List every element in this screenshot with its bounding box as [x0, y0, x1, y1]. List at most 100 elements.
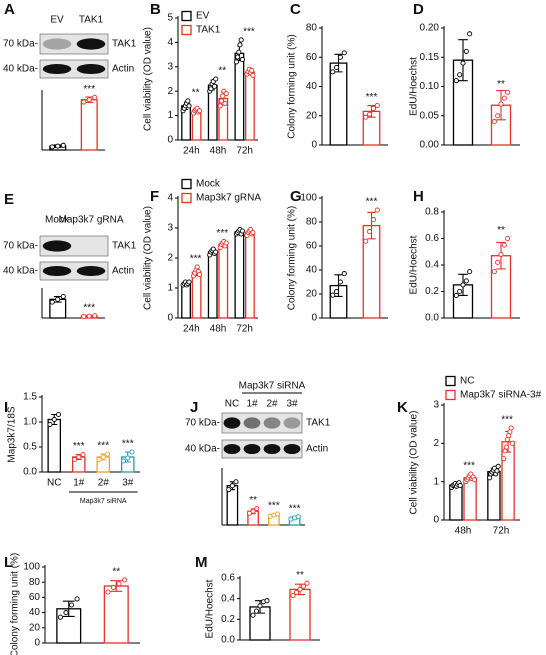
x-tick-label: 72h: [236, 146, 253, 157]
y-tick-label: 100: [23, 562, 40, 573]
bar: [245, 231, 255, 319]
legend-label: Map3k7 siRNA-3#: [460, 390, 542, 401]
y-axis-label: EdU/Hoechst: [409, 235, 420, 294]
y-tick-label: 0.0: [221, 635, 235, 646]
panel-letter: C: [290, 1, 301, 18]
blot-band: [223, 417, 241, 429]
legend-swatch: [181, 192, 192, 204]
data-point: [74, 596, 80, 602]
y-axis-label: Cell viability (OD value): [143, 206, 154, 310]
data-point: [86, 313, 92, 319]
x-tick-label: NC: [47, 478, 61, 489]
significance: ***: [97, 441, 109, 452]
panel-letter: M: [195, 554, 208, 571]
data-point: [501, 456, 507, 462]
y-tick-label: 4: [167, 37, 173, 48]
data-point: [300, 583, 307, 589]
data-point: [194, 264, 200, 270]
panel-letter: I: [4, 399, 8, 416]
data-point: [463, 48, 469, 54]
mw-marker: 40 kDa-: [3, 266, 38, 277]
data-point: [367, 111, 373, 117]
panel-letter: E: [4, 191, 14, 208]
data-point: [453, 292, 459, 299]
y-tick-label: 0.10: [420, 81, 440, 92]
data-point: [453, 78, 459, 84]
data-point: [47, 421, 53, 428]
x-tick-label: 48h: [210, 324, 227, 335]
y-tick-label: 1: [167, 110, 173, 121]
row-label: TAK1: [112, 39, 137, 50]
data-point: [110, 584, 117, 591]
error-bar: [110, 580, 123, 592]
lane-label: EV: [50, 15, 64, 26]
data-point: [229, 483, 235, 489]
y-tick-label: 0: [433, 515, 439, 526]
data-point: [341, 50, 347, 56]
data-point: [257, 603, 263, 609]
legend-label: TAK1: [196, 25, 221, 36]
significance: ***: [463, 461, 475, 472]
data-point: [220, 93, 226, 99]
y-tick-label: 100: [300, 193, 317, 204]
significance: ***: [501, 415, 513, 426]
legend-swatch: [445, 375, 456, 387]
data-point: [197, 108, 203, 114]
data-point: [116, 581, 122, 587]
data-point: [505, 89, 511, 95]
data-point: [367, 229, 373, 235]
significance: ***: [366, 197, 378, 208]
y-tick-label: 0: [167, 135, 173, 146]
significance: ***: [289, 503, 301, 514]
y-tick-label: 0.4: [425, 260, 439, 271]
significance: **: [192, 88, 200, 99]
lane-label: 1#: [246, 399, 258, 410]
data-point: [341, 271, 347, 277]
data-point: [495, 463, 501, 469]
data-point: [295, 514, 301, 520]
significance: **: [296, 570, 304, 581]
data-point: [223, 91, 229, 97]
data-point: [211, 83, 218, 89]
y-tick-label: 2: [433, 438, 439, 449]
panel-letter: F: [150, 188, 159, 205]
y-tick-label: 0.0: [23, 467, 37, 478]
data-point: [63, 610, 69, 616]
error-bar: [458, 39, 468, 82]
lane-label: Map3k7 gRNA: [58, 215, 123, 226]
y-tick-label: 0: [34, 638, 40, 649]
y-tick-label: 0.00: [420, 140, 440, 151]
error-bar: [367, 211, 376, 240]
data-point: [235, 54, 241, 60]
data-point: [92, 94, 98, 100]
y-tick-label: 80: [306, 23, 318, 34]
significance: ***: [73, 441, 85, 452]
data-point: [495, 259, 501, 265]
y-tick-label: 40: [29, 607, 41, 618]
data-point: [274, 511, 281, 517]
data-point: [253, 608, 260, 614]
y-tick-label: 0.6: [425, 233, 439, 244]
mw-marker: 70 kDa-: [3, 39, 38, 50]
data-point: [105, 589, 111, 595]
data-point: [120, 458, 127, 464]
data-point: [337, 279, 343, 285]
row-label: Actin: [306, 444, 328, 455]
significance: **: [249, 495, 257, 506]
y-tick-label: 2: [167, 86, 173, 97]
data-point: [334, 64, 340, 71]
data-point: [463, 278, 469, 284]
blot-band: [42, 265, 72, 277]
blot-band: [223, 443, 241, 455]
y-axis-label: Map3k7/18S: [7, 406, 18, 462]
lane-label: 3#: [286, 399, 298, 410]
data-point: [60, 142, 66, 148]
data-point: [238, 37, 244, 43]
data-point: [49, 299, 55, 305]
bar: [80, 99, 98, 151]
significance: ***: [122, 439, 134, 450]
blot-frame: [221, 412, 303, 434]
panel-letter: L: [4, 554, 13, 571]
